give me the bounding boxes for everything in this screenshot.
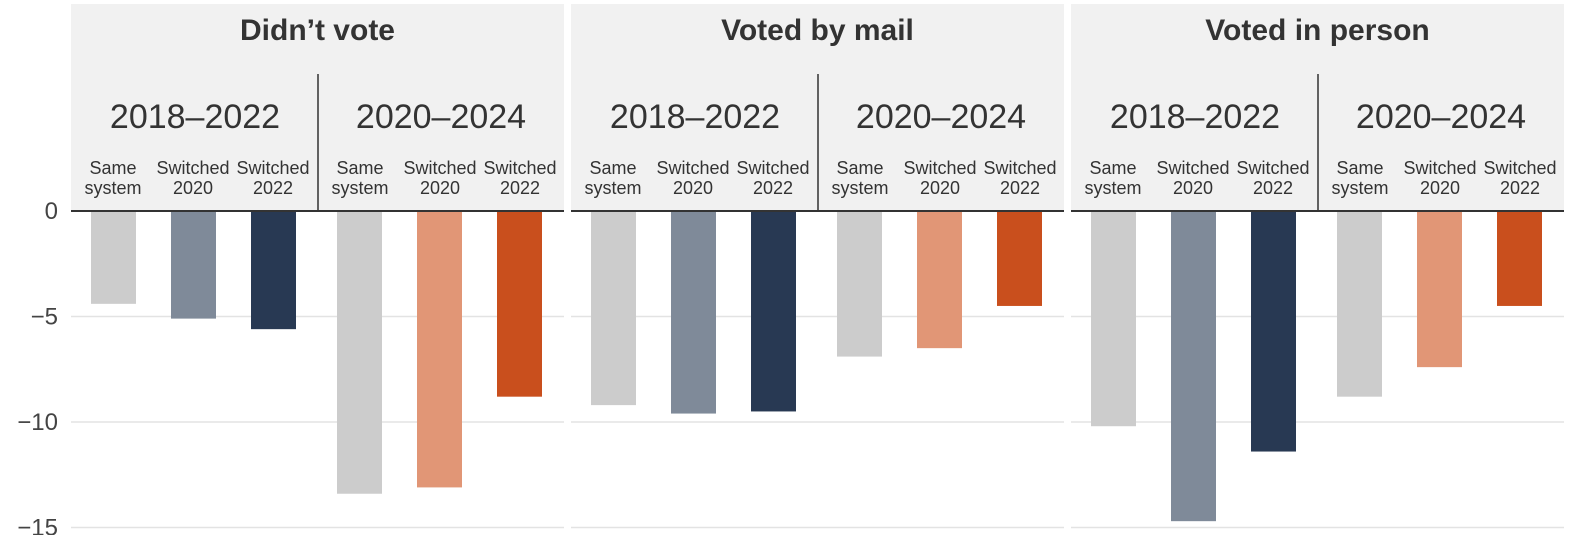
category-label-line: Same bbox=[1089, 158, 1136, 178]
category-label: Switched 2022 bbox=[983, 158, 1056, 198]
category-label-line: 2020 bbox=[173, 178, 213, 198]
category-label: Switched 2022 bbox=[236, 158, 309, 198]
period-label: 2020–2024 bbox=[1356, 98, 1526, 136]
category-label: Same system bbox=[831, 158, 888, 198]
category-label: Switched 2020 bbox=[1156, 158, 1229, 198]
category-label-line: Same bbox=[1336, 158, 1383, 178]
category-label: Same system bbox=[1331, 158, 1388, 198]
bar bbox=[417, 211, 462, 488]
bar bbox=[1251, 211, 1296, 452]
y-tick-label: −10 bbox=[17, 409, 58, 436]
category-label-line: Switched bbox=[903, 158, 976, 178]
category-label-line: Switched bbox=[1483, 158, 1556, 178]
category-label-line: Switched bbox=[1403, 158, 1476, 178]
bar bbox=[751, 211, 796, 412]
y-tick-label: −5 bbox=[31, 304, 58, 331]
category-label-line: system bbox=[84, 178, 141, 198]
category-label: Switched 2022 bbox=[736, 158, 809, 198]
category-label-line: 2020 bbox=[920, 178, 960, 198]
bar bbox=[917, 211, 962, 349]
category-label: Switched 2020 bbox=[903, 158, 976, 198]
bar bbox=[671, 211, 716, 414]
bar bbox=[497, 211, 542, 397]
category-label: Same system bbox=[84, 158, 141, 198]
category-label-line: Switched bbox=[483, 158, 556, 178]
bar bbox=[91, 211, 136, 304]
bar bbox=[251, 211, 296, 330]
category-label: Switched 2020 bbox=[656, 158, 729, 198]
category-label-line: system bbox=[584, 178, 641, 198]
category-label-line: Same bbox=[589, 158, 636, 178]
category-label-line: 2022 bbox=[1253, 178, 1293, 198]
bar bbox=[1171, 211, 1216, 522]
bar bbox=[337, 211, 382, 494]
period-label: 2020–2024 bbox=[856, 98, 1026, 136]
category-label-line: Switched bbox=[736, 158, 809, 178]
panel-title: Didn’t vote bbox=[240, 14, 395, 47]
category-label-line: 2020 bbox=[673, 178, 713, 198]
category-label: Same system bbox=[584, 158, 641, 198]
category-label-line: Same bbox=[89, 158, 136, 178]
category-label-line: 2022 bbox=[500, 178, 540, 198]
category-label-line: 2022 bbox=[1000, 178, 1040, 198]
category-label: Switched 2022 bbox=[1236, 158, 1309, 198]
y-tick-label: −15 bbox=[17, 515, 58, 535]
bar bbox=[1091, 211, 1136, 427]
category-label-line: Switched bbox=[656, 158, 729, 178]
category-label: Switched 2020 bbox=[403, 158, 476, 198]
bar bbox=[171, 211, 216, 319]
category-label-line: Switched bbox=[236, 158, 309, 178]
category-label: Same system bbox=[331, 158, 388, 198]
period-label: 2018–2022 bbox=[110, 98, 280, 136]
category-label-line: Same bbox=[836, 158, 883, 178]
category-label-line: system bbox=[331, 178, 388, 198]
category-label-line: 2020 bbox=[420, 178, 460, 198]
bar bbox=[1337, 211, 1382, 397]
bar bbox=[837, 211, 882, 357]
category-label-line: 2022 bbox=[1500, 178, 1540, 198]
period-label: 2020–2024 bbox=[356, 98, 526, 136]
category-label-line: Switched bbox=[1156, 158, 1229, 178]
category-label-line: Switched bbox=[156, 158, 229, 178]
bar bbox=[591, 211, 636, 406]
category-label-line: Switched bbox=[1236, 158, 1309, 178]
category-label-line: 2022 bbox=[753, 178, 793, 198]
category-label-line: 2022 bbox=[253, 178, 293, 198]
category-label-line: 2020 bbox=[1420, 178, 1460, 198]
category-label-line: system bbox=[1084, 178, 1141, 198]
period-label: 2018–2022 bbox=[610, 98, 780, 136]
bar bbox=[997, 211, 1042, 306]
category-label-line: Same bbox=[336, 158, 383, 178]
bar bbox=[1497, 211, 1542, 306]
period-label: 2018–2022 bbox=[1110, 98, 1280, 136]
y-axis: 0 −5 −10 −15 bbox=[17, 198, 58, 535]
panel-title: Voted in person bbox=[1205, 14, 1429, 47]
category-label: Switched 2022 bbox=[1483, 158, 1556, 198]
panel-title: Voted by mail bbox=[721, 14, 914, 47]
category-label: Same system bbox=[1084, 158, 1141, 198]
category-label-line: system bbox=[831, 178, 888, 198]
category-label-line: 2020 bbox=[1173, 178, 1213, 198]
category-label: Switched 2020 bbox=[156, 158, 229, 198]
y-tick-label: 0 bbox=[45, 198, 58, 225]
category-label: Switched 2022 bbox=[483, 158, 556, 198]
category-label-line: system bbox=[1331, 178, 1388, 198]
bar bbox=[1417, 211, 1462, 368]
category-label-line: Switched bbox=[983, 158, 1056, 178]
category-label-line: Switched bbox=[403, 158, 476, 178]
category-label: Switched 2020 bbox=[1403, 158, 1476, 198]
